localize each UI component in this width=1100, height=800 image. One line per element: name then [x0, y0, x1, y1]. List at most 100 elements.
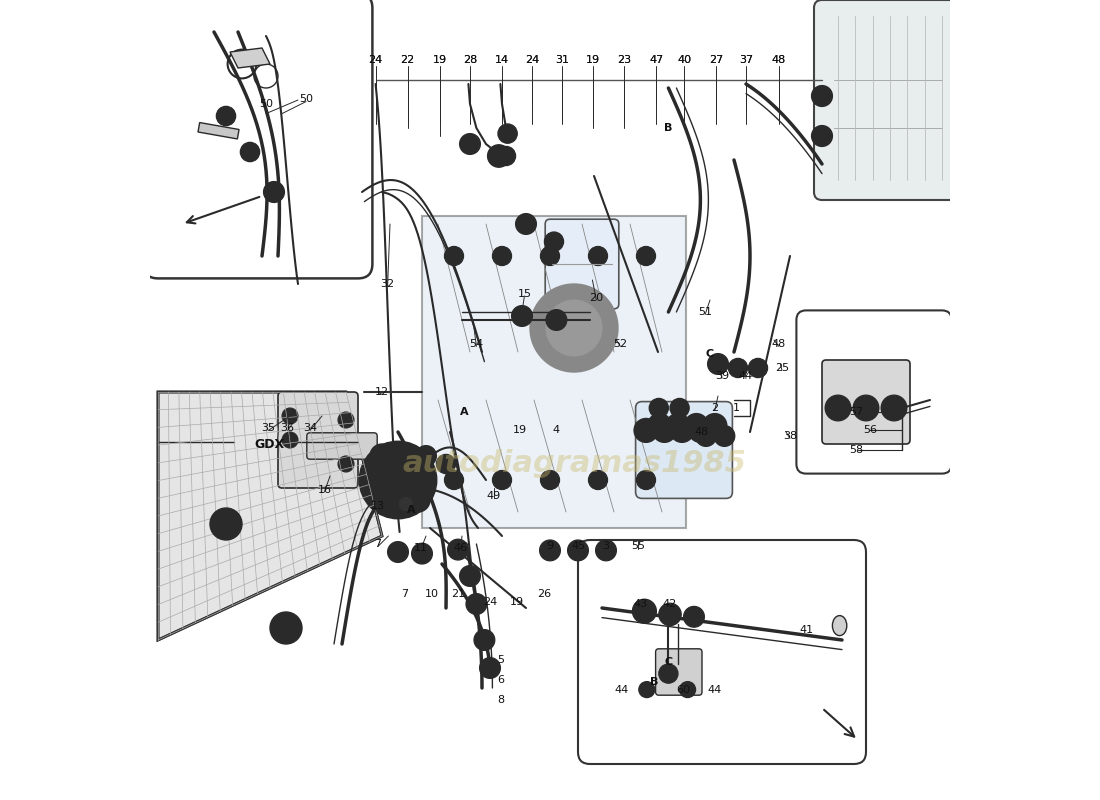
Text: 48: 48	[772, 339, 785, 349]
Text: 44: 44	[707, 685, 722, 694]
Text: 24: 24	[483, 597, 497, 606]
Circle shape	[546, 300, 602, 356]
Circle shape	[437, 454, 455, 474]
Text: 27: 27	[710, 55, 724, 65]
Circle shape	[684, 414, 708, 438]
Text: 54: 54	[470, 339, 484, 349]
Circle shape	[480, 658, 501, 678]
Circle shape	[487, 145, 510, 167]
Text: 19: 19	[509, 597, 524, 606]
Text: 10: 10	[425, 589, 439, 598]
Text: 24: 24	[368, 55, 383, 65]
Text: 40: 40	[678, 55, 692, 65]
Circle shape	[659, 603, 681, 626]
Text: 47: 47	[649, 55, 663, 65]
Circle shape	[854, 395, 879, 421]
FancyBboxPatch shape	[144, 0, 373, 278]
Circle shape	[588, 246, 607, 266]
Circle shape	[649, 398, 669, 418]
Text: 44: 44	[615, 685, 629, 694]
Ellipse shape	[833, 616, 847, 635]
Text: 24: 24	[368, 55, 383, 65]
FancyBboxPatch shape	[636, 402, 733, 498]
Text: 27: 27	[710, 55, 724, 65]
Circle shape	[360, 442, 437, 518]
Text: 4: 4	[553, 426, 560, 435]
Text: 24: 24	[526, 55, 539, 65]
Text: 28: 28	[463, 55, 477, 65]
Text: 42: 42	[663, 599, 678, 609]
FancyBboxPatch shape	[307, 433, 377, 459]
Circle shape	[680, 682, 695, 698]
Circle shape	[516, 214, 537, 234]
Text: 44: 44	[739, 371, 754, 381]
Text: 58: 58	[849, 445, 864, 454]
FancyBboxPatch shape	[796, 310, 952, 474]
Circle shape	[444, 470, 463, 490]
Circle shape	[825, 395, 850, 421]
Text: 25: 25	[774, 363, 789, 373]
Circle shape	[670, 418, 694, 442]
Circle shape	[493, 470, 512, 490]
Text: 3: 3	[603, 542, 609, 551]
Text: B: B	[650, 677, 658, 686]
Text: 14: 14	[495, 55, 509, 65]
Text: 26: 26	[537, 589, 551, 598]
Circle shape	[210, 508, 242, 540]
Circle shape	[338, 412, 354, 428]
Text: 19: 19	[586, 55, 601, 65]
Text: 37: 37	[739, 55, 754, 65]
Circle shape	[540, 246, 560, 266]
Circle shape	[659, 664, 678, 683]
Text: 19: 19	[513, 426, 527, 435]
Circle shape	[411, 543, 432, 564]
Text: 39: 39	[715, 371, 729, 381]
Circle shape	[648, 414, 672, 438]
Text: 23: 23	[617, 55, 631, 65]
Text: 55: 55	[631, 542, 645, 551]
Circle shape	[652, 418, 676, 442]
Text: 22: 22	[400, 55, 415, 65]
FancyBboxPatch shape	[822, 360, 910, 444]
Text: 48: 48	[772, 55, 785, 65]
Text: 43: 43	[634, 599, 648, 609]
Circle shape	[666, 414, 690, 438]
Text: 49: 49	[487, 491, 502, 501]
Circle shape	[544, 232, 563, 251]
Text: 21: 21	[451, 589, 465, 598]
Circle shape	[748, 358, 768, 378]
Circle shape	[444, 246, 463, 266]
Circle shape	[264, 182, 285, 202]
Bar	[198, 122, 239, 139]
Text: autodiagramas1985: autodiagramas1985	[402, 450, 746, 478]
Text: 48: 48	[772, 55, 785, 65]
Text: 50: 50	[299, 94, 314, 104]
Circle shape	[714, 426, 735, 446]
Circle shape	[406, 488, 430, 512]
Circle shape	[703, 414, 727, 438]
Text: C: C	[664, 658, 672, 667]
Text: 50: 50	[258, 99, 273, 109]
Text: 19: 19	[432, 55, 447, 65]
FancyBboxPatch shape	[656, 649, 702, 695]
FancyBboxPatch shape	[546, 219, 619, 309]
Text: 12: 12	[375, 387, 389, 397]
Circle shape	[460, 134, 481, 154]
Circle shape	[498, 124, 517, 143]
Circle shape	[540, 540, 560, 561]
Text: 5: 5	[497, 655, 504, 665]
Text: 7: 7	[400, 589, 408, 598]
Circle shape	[387, 542, 408, 562]
Text: 11: 11	[414, 543, 428, 553]
Circle shape	[595, 540, 616, 561]
Text: 31: 31	[556, 55, 569, 65]
Text: 40: 40	[678, 55, 692, 65]
Circle shape	[683, 606, 704, 627]
Circle shape	[282, 408, 298, 424]
Text: A: A	[407, 506, 416, 515]
Text: 51: 51	[698, 307, 712, 317]
Circle shape	[512, 306, 532, 326]
Text: 57: 57	[849, 407, 864, 417]
Circle shape	[639, 682, 654, 698]
Text: 52: 52	[614, 339, 627, 349]
